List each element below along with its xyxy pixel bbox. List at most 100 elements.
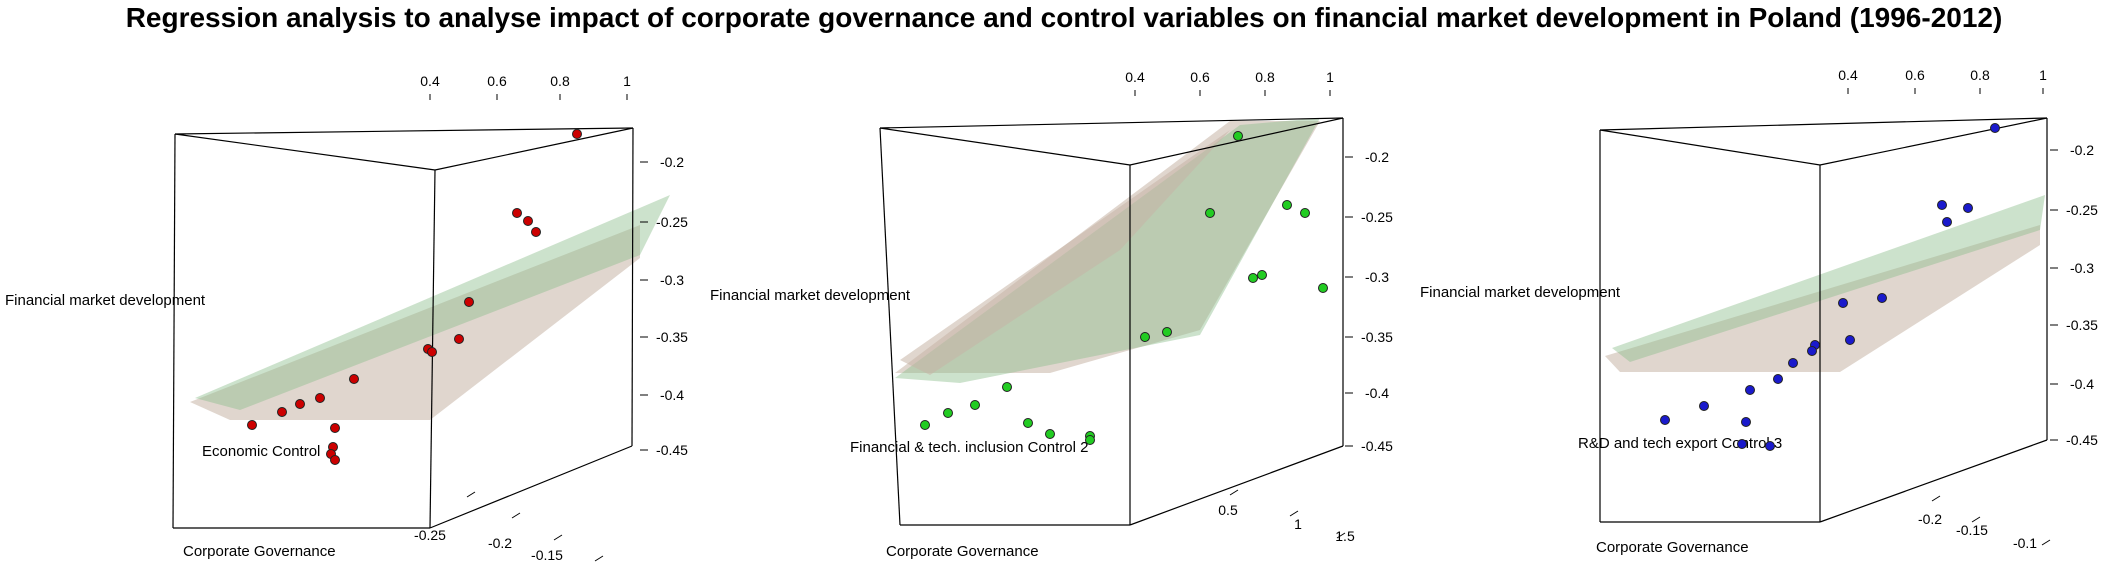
z-tick-label: -0.4 [2070,376,2094,392]
x-tick-label: 0.5 [1218,502,1238,518]
data-point [1737,439,1747,449]
x-tick [1289,510,1299,517]
data-point [1085,435,1095,445]
y-tick-label: 0.4 [1838,67,1858,83]
y-tick-label: 1 [2039,67,2047,83]
z-tick-label: -0.4 [1365,385,1389,401]
z-tick-label: -0.4 [660,387,684,403]
z-axis-label: Financial market development [5,292,206,309]
data-point [1205,208,1215,218]
y-tick-label: 0.6 [487,73,507,89]
x-tick [1931,495,1941,502]
y-tick-label: 0.6 [1905,67,1925,83]
box-edge [434,127,634,171]
z-tick-label: -0.2 [2070,142,2094,158]
data-point [1300,208,1310,218]
box-edge [879,127,901,526]
ci-plane [1605,225,2040,372]
data-point [523,216,533,226]
box-edge [1129,445,1344,526]
data-point [1845,335,1855,345]
panel-3: 0.4 0.6 0.8 1 -0.2 -0.25 -0.3 -0.35 -0.4 -0.45 -0.… [1420,67,2098,556]
data-point [454,334,464,344]
y-tick-label: 0.8 [550,73,570,89]
data-point [1773,374,1783,384]
data-point [1162,327,1172,337]
x-axis-label: Corporate Governance [1596,539,1749,556]
z-tick-label: -0.45 [2066,432,2098,448]
box-edge [1599,129,1821,166]
data-point [1248,273,1258,283]
z-tick-label: -0.35 [656,329,688,345]
data-point [943,408,953,418]
data-point [315,393,325,403]
y-tick-label: 1 [1326,69,1334,85]
data-point [1765,441,1775,451]
x-tick-label: -0.15 [531,547,563,562]
x-tick [1971,516,1981,523]
data-point [1318,283,1328,293]
data-point [1990,123,2000,133]
data-point [1942,217,1952,227]
data-point [1233,131,1243,141]
chart-title: Regression analysis to analyse impact of… [125,2,2003,33]
y-tick-label: 0.8 [1255,69,1275,85]
panel-1: 0.4 0.6 0.8 1 -0.2 -0.25 -0.3 -0.35 -0.4 -0.45 -0.… [5,73,688,562]
x-tick [553,534,563,541]
box-edge [1599,117,2048,131]
box-edge [174,133,436,171]
box-edge [879,117,1344,129]
x-tick [511,512,521,519]
z-tick-label: -0.2 [1365,149,1389,165]
x-axis-label: Corporate Governance [183,543,336,560]
data-point [1699,401,1709,411]
y-tick-label: 0.4 [1125,69,1145,85]
x-tick-label: -0.2 [488,535,512,551]
data-point [247,420,257,430]
data-point [1937,200,1947,210]
x-tick [594,555,604,562]
x-tick-label: -0.15 [1956,522,1988,538]
z-tick-label: -0.3 [660,272,684,288]
y-axis-label: R&D and tech export Control 3 [1578,435,1782,452]
z-tick-label: -0.25 [1361,209,1393,225]
y-axis-label: Financial & tech. inclusion Control 2 [850,439,1088,456]
data-point [531,227,541,237]
x-tick [466,491,476,498]
data-point [1963,203,1973,213]
box-edge [172,133,176,529]
data-point [427,347,437,357]
data-point [1741,417,1751,427]
z-tick-label: -0.35 [2066,317,2098,333]
data-point [349,374,359,384]
x-tick [1229,489,1239,496]
box-edge [1819,117,2048,166]
data-point [330,455,340,465]
z-tick-label: -0.3 [1365,269,1389,285]
ci-plane [900,130,1230,375]
data-point [1838,298,1848,308]
y-tick-label: 1 [623,73,631,89]
y-axis-label: Economic Control [202,443,320,460]
data-point [1140,332,1150,342]
data-point [1002,382,1012,392]
box-edge [631,127,634,447]
data-point [277,407,287,417]
fit-plane [1612,195,2045,362]
z-tick-label: -0.3 [2070,260,2094,276]
x-tick-label: -0.1 [2013,535,2037,551]
z-tick-label: -0.45 [656,442,688,458]
z-tick-label: -0.45 [1361,438,1393,454]
x-tick-label: -0.25 [414,527,446,543]
axis-box [879,117,1344,526]
data-point [464,297,474,307]
data-point [295,399,305,409]
data-point [1282,200,1292,210]
data-point [1877,293,1887,303]
axis-box [1599,117,2048,523]
data-point [330,423,340,433]
panel-2: 0.4 0.6 0.8 1 -0.2 -0.25 -0.3 -0.35 -0.4 -0.45 0.5… [710,69,1393,560]
z-tick-label: -0.25 [656,214,688,230]
data-point [1788,358,1798,368]
